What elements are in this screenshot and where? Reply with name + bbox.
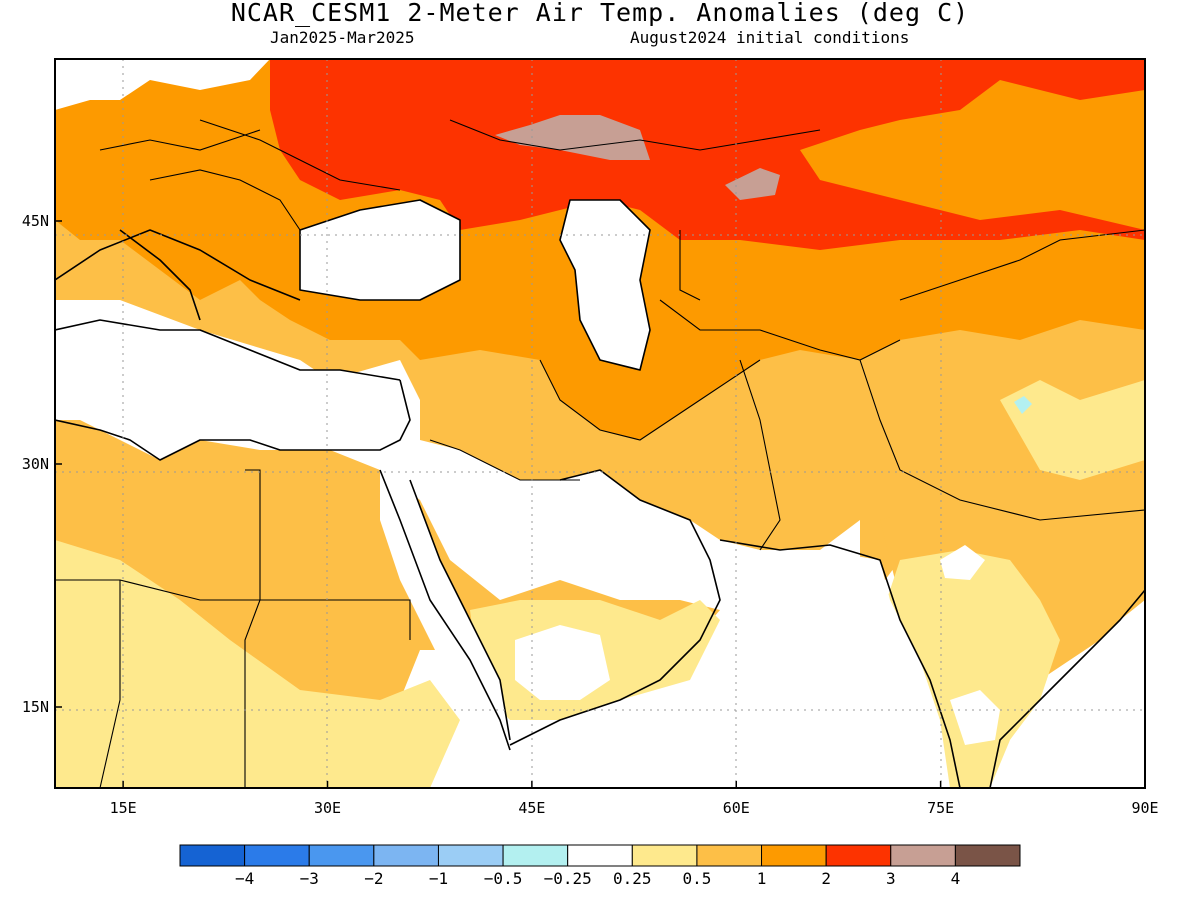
anomaly-region-0-5-1-tibet bbox=[1000, 380, 1145, 480]
colorbar-swatch bbox=[179, 844, 246, 867]
lat-tick-label: 45N bbox=[22, 212, 49, 230]
map-frame bbox=[54, 58, 1146, 789]
lon-tick-label: 75E bbox=[927, 799, 954, 817]
mediterranean-sea bbox=[55, 320, 410, 460]
gulf-of-aden bbox=[500, 700, 700, 760]
colorbar-swatch bbox=[308, 844, 375, 867]
colorbar-label: 2 bbox=[821, 869, 831, 888]
colorbar-swatch bbox=[696, 844, 763, 867]
anomaly-field bbox=[55, 59, 1145, 788]
colorbar-label: 0.25 bbox=[613, 869, 652, 888]
colorbar-swatch bbox=[954, 844, 1021, 867]
persian-gulf bbox=[560, 470, 690, 560]
red-sea bbox=[380, 470, 510, 750]
forecast-period: Jan2025-Mar2025 bbox=[270, 28, 415, 47]
colorbar-swatch bbox=[567, 844, 633, 867]
country-borders bbox=[55, 119, 1145, 788]
white-patch-pakistan bbox=[940, 545, 985, 580]
north-sea-area bbox=[55, 59, 270, 110]
colorbar-swatch bbox=[890, 844, 956, 867]
colorbar-swatch bbox=[244, 844, 310, 867]
lon-tick-label: 15E bbox=[110, 799, 137, 817]
lon-tick-label: 60E bbox=[723, 799, 750, 817]
caspian-sea bbox=[560, 200, 650, 370]
colorbar-label: −1 bbox=[429, 869, 448, 888]
lon-tick-label: 45E bbox=[518, 799, 545, 817]
lon-tick-label: 90E bbox=[1131, 799, 1158, 817]
colorbar-label: 4 bbox=[951, 869, 961, 888]
colorbar-swatch bbox=[437, 844, 504, 867]
bay-of-bengal bbox=[1000, 600, 1145, 788]
anomaly-region-0-5-1-africa bbox=[55, 540, 460, 788]
anomaly-region-4-plus-b bbox=[725, 168, 780, 200]
white-patch-india bbox=[950, 690, 1000, 745]
colorbar-label: 1 bbox=[757, 869, 767, 888]
lat-tick-label: 15N bbox=[22, 698, 49, 716]
colorbar-label: 0.5 bbox=[682, 869, 711, 888]
colorbar-label: −0.5 bbox=[484, 869, 523, 888]
latitude-axis: 45N 30N 15N bbox=[22, 212, 62, 716]
colorbar-label: −3 bbox=[300, 869, 319, 888]
colorbar-swatch bbox=[825, 844, 892, 867]
colorbar-label: −0.25 bbox=[544, 869, 592, 888]
colorbar-swatch bbox=[631, 844, 698, 867]
lon-tick-label: 30E bbox=[314, 799, 341, 817]
colorbar-swatch bbox=[761, 844, 827, 867]
initial-conditions: August2024 initial conditions bbox=[630, 28, 910, 47]
anomaly-region-1-2 bbox=[55, 95, 1145, 640]
colorbar-swatch bbox=[502, 844, 569, 867]
longitude-axis: 15E 30E 45E 60E 75E 90E bbox=[110, 781, 1159, 817]
colorbar-label: 3 bbox=[886, 869, 896, 888]
anomaly-region-negative bbox=[1014, 396, 1032, 414]
colorbar-label: −4 bbox=[235, 869, 254, 888]
coastlines bbox=[55, 199, 1145, 788]
white-patch-arabia bbox=[515, 625, 610, 700]
black-sea bbox=[300, 200, 460, 300]
anomaly-region-4-plus-a bbox=[495, 115, 650, 160]
colorbar: −4 −3 −2 −1 −0.5 −0.25 0.25 0.5 1 2 3 4 bbox=[179, 844, 1021, 888]
anomaly-region-3-4 bbox=[270, 59, 1145, 250]
graticule bbox=[55, 59, 1145, 788]
colorbar-swatch bbox=[373, 844, 439, 867]
colorbar-label: −2 bbox=[364, 869, 383, 888]
lat-tick-label: 30N bbox=[22, 455, 49, 473]
map-title: NCAR_CESM1 2-Meter Air Temp. Anomalies (… bbox=[230, 0, 970, 27]
